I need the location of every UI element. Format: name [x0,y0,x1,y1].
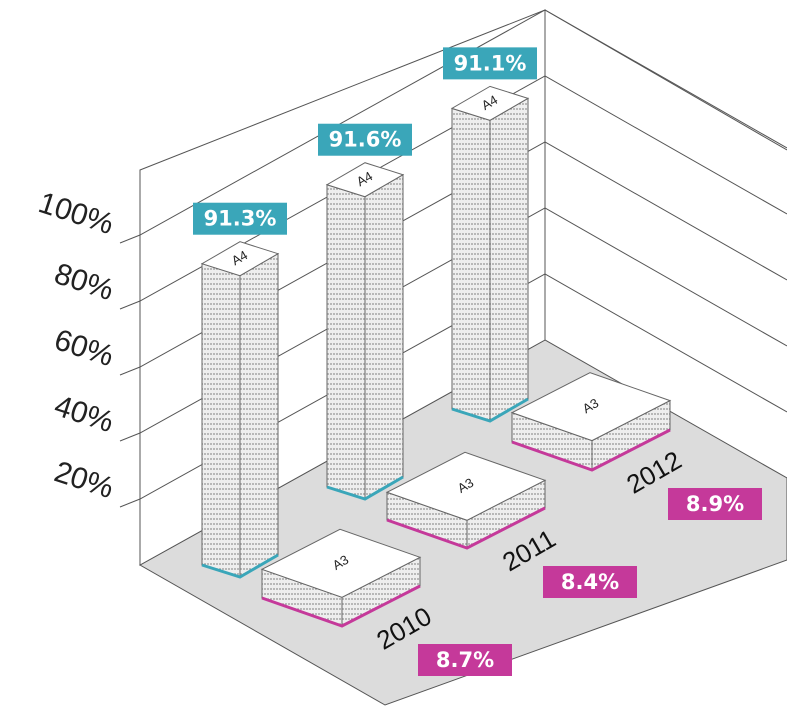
bar [325,162,405,501]
y-tick-label: 80% [50,257,117,307]
bar-top-face [510,372,672,442]
bar [450,85,530,423]
bar-top-face [260,528,422,598]
value-label: 91.3% [204,207,277,231]
bar-right-face [489,97,529,422]
bar-right-face [239,252,279,578]
value-label: 8.4% [561,570,619,594]
bar-base-edge [326,475,404,501]
value-label: 8.7% [436,648,494,672]
grid-line [119,9,787,244]
bar-left-face [326,184,366,500]
series-name: A3 [580,395,601,416]
bar-base-edge [511,428,671,472]
value-label-box [318,123,412,156]
bar-left-face [451,107,491,422]
value-label-box [668,488,762,520]
y-tick-label: 100% [34,186,117,241]
bar [260,528,422,628]
value-label: 91.6% [329,128,402,152]
y-tick-label: 60% [50,323,117,373]
bar-base-edge [386,506,546,550]
series-name: A3 [330,552,351,573]
series-name: A3 [455,475,476,496]
bar-base-edge [201,553,279,579]
bar-base-edge [261,584,421,628]
y-tick-label: 20% [50,455,117,505]
series-name: A4 [479,92,500,113]
bar-top-face [385,451,547,521]
y-tick-label: 40% [50,389,117,439]
bar-base-edge [451,397,529,423]
bar-right-face [364,173,404,500]
bar [200,241,280,579]
bar-top-face [325,162,405,198]
value-label: 8.9% [686,492,744,516]
value-label-box [418,644,512,676]
value-label-box [543,566,637,598]
bar-top-face [200,241,280,277]
value-label: 91.1% [454,51,527,75]
value-label-box [193,202,287,235]
series-name: A4 [229,247,250,268]
bar-top-face [450,85,530,121]
value-label-box [443,47,537,80]
bar-left-face [201,263,241,578]
bar [385,451,547,550]
series-name: A4 [354,168,375,189]
bar [510,372,672,472]
